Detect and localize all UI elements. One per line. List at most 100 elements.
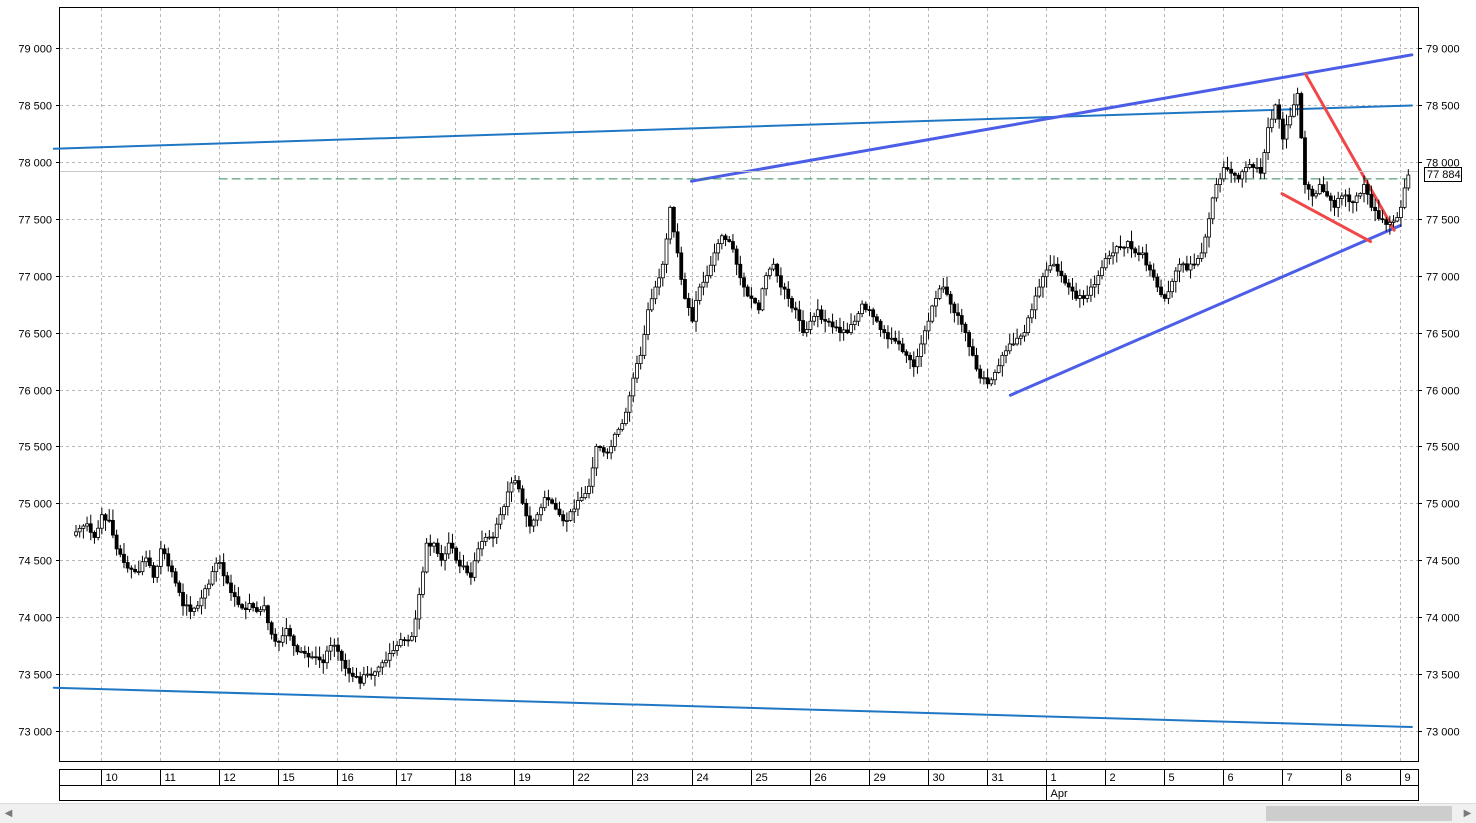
candle — [413, 610, 418, 643]
candle — [1100, 260, 1104, 280]
candle — [1306, 181, 1311, 201]
y-tick-label-left: 73 000 — [18, 727, 52, 739]
candle — [649, 288, 654, 313]
candle — [893, 330, 898, 344]
candle — [291, 634, 296, 656]
candle — [173, 567, 178, 587]
candle — [1277, 98, 1282, 129]
grid-layer — [60, 8, 1418, 761]
candle — [1225, 156, 1230, 172]
candle — [804, 321, 809, 337]
candle — [1255, 157, 1259, 173]
candle — [911, 351, 916, 377]
candle — [948, 290, 953, 314]
y-tick-label-left: 75 000 — [18, 499, 52, 511]
candle — [428, 534, 433, 557]
scroll-right-arrow-icon[interactable]: ▶ — [1463, 808, 1472, 819]
candle — [605, 448, 610, 460]
candle — [184, 594, 189, 616]
candle — [1063, 272, 1067, 286]
candle — [583, 486, 588, 500]
candle — [380, 659, 385, 676]
candle — [919, 335, 924, 367]
candle — [1387, 215, 1392, 235]
candle — [1207, 212, 1211, 248]
candle — [295, 643, 300, 655]
candle — [1184, 255, 1189, 272]
candle — [978, 364, 983, 384]
date-tick-label: 23 — [637, 772, 649, 784]
candle — [1391, 215, 1396, 228]
candle — [85, 516, 89, 532]
candle — [694, 291, 698, 332]
candle — [1288, 107, 1293, 129]
candle — [1007, 333, 1012, 355]
candle — [1140, 246, 1145, 259]
candle — [956, 303, 960, 325]
candle — [922, 325, 927, 355]
candle — [1362, 175, 1366, 203]
candle — [284, 617, 289, 645]
candle — [1258, 158, 1263, 180]
candle — [790, 295, 794, 313]
candle — [786, 281, 791, 307]
y-tick-label-right: 73 500 — [1426, 670, 1460, 682]
overlay-layer — [52, 53, 1418, 729]
scroll-left-arrow-icon[interactable]: ◀ — [4, 808, 13, 819]
candle — [1044, 262, 1049, 288]
candle — [760, 287, 765, 312]
trend-line — [1280, 192, 1373, 244]
candle — [1118, 235, 1123, 251]
candle — [856, 310, 861, 327]
y-tick-label-right: 78 500 — [1426, 101, 1460, 113]
candle — [981, 370, 986, 385]
candle — [1232, 171, 1237, 183]
candle — [708, 255, 713, 279]
candle — [203, 584, 208, 610]
candle — [1210, 196, 1215, 225]
candle — [1041, 272, 1045, 298]
trend-line — [690, 53, 1414, 183]
candle — [1365, 179, 1370, 205]
candle — [1037, 278, 1042, 299]
candle — [236, 587, 241, 608]
candle — [328, 637, 333, 661]
candle — [1026, 314, 1031, 336]
y-tick-label-right: 78 000 — [1426, 158, 1460, 170]
trend-line — [52, 104, 1413, 150]
candle — [1376, 199, 1381, 221]
candle — [561, 510, 566, 527]
candle — [133, 564, 137, 574]
candle — [240, 602, 244, 611]
scroll-thumb[interactable] — [1266, 806, 1452, 821]
candle — [232, 584, 237, 607]
candle — [361, 666, 366, 686]
candle — [716, 238, 721, 261]
candle — [797, 300, 802, 332]
last-price-tag: 77 884 — [1424, 167, 1462, 182]
date-tick-label: 11 — [165, 772, 176, 784]
date-tick-label: 12 — [224, 772, 236, 784]
date-tick-label: 30 — [933, 772, 945, 784]
candle — [247, 593, 252, 613]
horizontal-scrollbar[interactable]: ◀ ▶ — [0, 803, 1476, 823]
candle — [225, 571, 230, 585]
candle — [424, 538, 429, 574]
candle — [103, 513, 108, 531]
candle — [528, 506, 532, 534]
candle — [280, 627, 285, 647]
candle — [454, 546, 459, 564]
date-ticks: 10 11 12 15 16 17 18 19 22 23 24 25 26 29 30 31 1 2 5 6 7 8 9 — [101, 770, 1411, 800]
trend-line — [1304, 72, 1396, 232]
candle — [860, 300, 865, 318]
candle — [417, 587, 422, 630]
candle — [1251, 162, 1256, 179]
y-tick-label-right: 77 000 — [1426, 272, 1460, 284]
candle — [1299, 91, 1304, 139]
candle — [952, 301, 957, 323]
date-tick-label: 2 — [1110, 772, 1116, 784]
candle — [1085, 285, 1090, 303]
candle — [513, 474, 518, 485]
candle — [273, 628, 278, 647]
candle — [1332, 195, 1337, 216]
